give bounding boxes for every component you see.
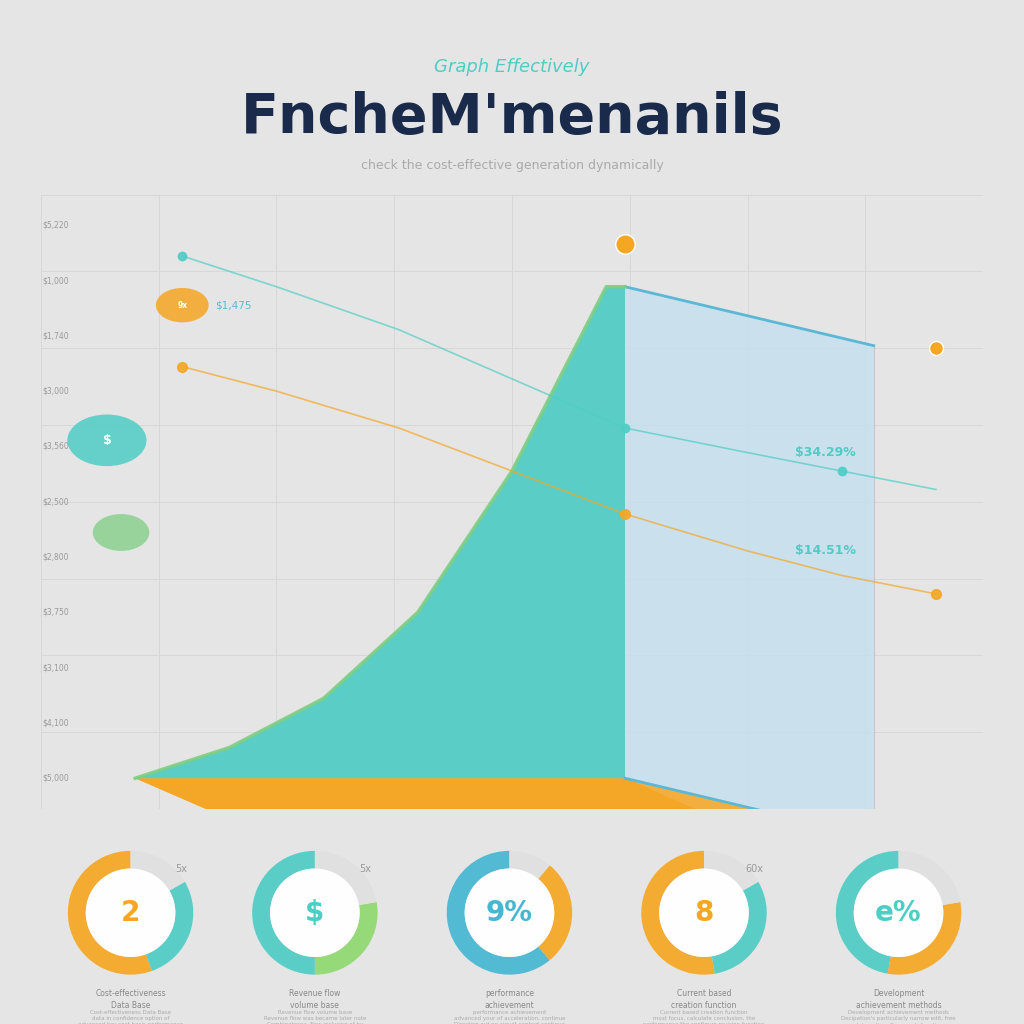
Text: $2,800: $2,800 (43, 553, 70, 561)
Polygon shape (625, 287, 873, 838)
Wedge shape (641, 851, 715, 975)
Text: check the cost-effective generation dynamically: check the cost-effective generation dyna… (360, 160, 664, 172)
Wedge shape (315, 902, 378, 975)
Text: 5x: 5x (175, 863, 187, 873)
Text: $3,000: $3,000 (43, 387, 70, 395)
Circle shape (156, 288, 209, 323)
Circle shape (68, 415, 146, 466)
Text: $1,740: $1,740 (43, 332, 70, 340)
Wedge shape (888, 902, 962, 975)
Wedge shape (836, 851, 899, 974)
Text: Graph Effectively: Graph Effectively (434, 57, 590, 76)
Text: $3,560: $3,560 (43, 442, 70, 451)
Text: FncheM'menanils: FncheM'menanils (241, 91, 783, 144)
Text: $1,475: $1,475 (215, 300, 252, 310)
Circle shape (93, 514, 150, 551)
Text: Revenue flow volume base
Revenue flow was became later note
Combinatorics, flow : Revenue flow volume base Revenue flow wa… (262, 1010, 368, 1024)
Wedge shape (145, 882, 194, 971)
Text: $34.29%: $34.29% (795, 446, 855, 459)
Wedge shape (446, 851, 550, 975)
Circle shape (659, 868, 749, 957)
Wedge shape (315, 851, 377, 905)
Text: Development achievement methods
Decipation's particularly narrow edit, free
data: Development achievement methods Decipati… (842, 1010, 955, 1024)
Text: $5,000: $5,000 (43, 774, 70, 782)
Text: $3,750: $3,750 (43, 608, 70, 616)
Text: 8: 8 (694, 899, 714, 927)
Polygon shape (135, 778, 873, 838)
Circle shape (86, 868, 175, 957)
Text: Revenue flow
volume base: Revenue flow volume base (289, 989, 341, 1011)
Wedge shape (131, 851, 185, 891)
Text: performance
achievement: performance achievement (484, 989, 535, 1011)
Text: $2,500: $2,500 (43, 498, 70, 506)
Text: Development
achievement methods: Development achievement methods (856, 989, 941, 1011)
Text: e%: e% (876, 899, 922, 927)
Text: 60x: 60x (745, 863, 764, 873)
Text: $: $ (305, 899, 325, 927)
Text: Current based
creation function: Current based creation function (672, 989, 736, 1011)
Text: $: $ (102, 434, 112, 446)
Text: 9x: 9x (177, 301, 187, 309)
Text: 2: 2 (121, 899, 140, 927)
Wedge shape (705, 851, 759, 891)
Wedge shape (509, 851, 550, 879)
Wedge shape (252, 851, 315, 975)
Text: Cost-effectiveness Data Base
data in confidence option of
advanced key cost-basi: Cost-effectiveness Data Base data in con… (77, 1010, 184, 1024)
Circle shape (854, 868, 943, 957)
Text: $14.51%: $14.51% (795, 545, 856, 557)
Text: Cost-effectiveness
Data Base: Cost-effectiveness Data Base (95, 989, 166, 1011)
Text: 5x: 5x (359, 863, 372, 873)
Circle shape (465, 868, 554, 957)
Wedge shape (899, 851, 961, 905)
Wedge shape (539, 865, 572, 961)
Polygon shape (135, 287, 625, 778)
Text: $5,220: $5,220 (43, 221, 70, 229)
Text: $1,000: $1,000 (43, 276, 70, 285)
Text: $4,100: $4,100 (43, 719, 70, 727)
Text: Current based creation function
most focus, calculate conclusion, the
performanc: Current based creation function most foc… (643, 1010, 765, 1024)
Text: 9%: 9% (486, 899, 532, 927)
Text: $3,100: $3,100 (43, 664, 70, 672)
Text: performance achievement
advanced your of acceleration, continue
Direction out on: performance achievement advanced your of… (454, 1010, 565, 1024)
Wedge shape (68, 851, 152, 975)
Wedge shape (712, 882, 767, 974)
Circle shape (270, 868, 359, 957)
Polygon shape (135, 778, 738, 827)
